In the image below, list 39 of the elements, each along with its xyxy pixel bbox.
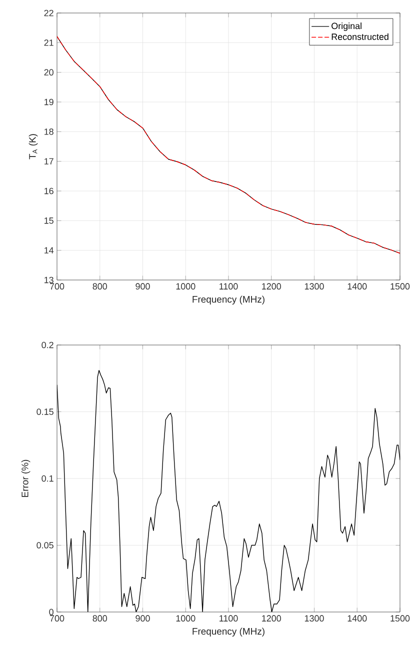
- y-tick-label: 15: [44, 218, 54, 224]
- x-tick-label: 1500: [390, 615, 410, 622]
- x-tick-label: 1500: [390, 283, 410, 290]
- x-tick-label: 900: [136, 283, 150, 290]
- x-axis-title: Frequency (MHz): [192, 296, 264, 305]
- x-axis-title: Frequency (MHz): [192, 628, 264, 637]
- x-tick-label: 700: [50, 283, 64, 290]
- x-tick-label: 1300: [304, 615, 324, 622]
- x-tick-label: 800: [92, 283, 108, 290]
- x-tick-label: 1000: [176, 615, 196, 622]
- x-tick-label: 1200: [262, 283, 281, 290]
- x-tick-label: 1300: [304, 283, 324, 290]
- y-tick-label: 17: [44, 158, 54, 164]
- x-tick-label: 800: [92, 615, 108, 622]
- x-tick-label: 700: [50, 615, 64, 622]
- x-tick-label: 900: [136, 615, 150, 622]
- y-tick-label: 0.1: [42, 475, 54, 482]
- y-tick-label: 18: [44, 128, 54, 135]
- y-tick-label: 22: [44, 10, 54, 16]
- y-tick-label: 0.2: [42, 342, 54, 348]
- x-tick-label: 1400: [348, 283, 367, 290]
- y-tick-label: 21: [44, 40, 54, 46]
- y-tick-label: 16: [44, 188, 54, 194]
- x-tick-label: 1200: [262, 615, 281, 622]
- y-tick-label: 19: [44, 98, 54, 106]
- x-tick-label: 1400: [348, 615, 367, 622]
- legend-label: Original: [332, 22, 362, 31]
- y-axis-title: Error (%): [21, 460, 30, 497]
- y-tick-label: 14: [44, 247, 54, 254]
- y-tick-label: 0.15: [36, 408, 54, 415]
- y-axis-title: T$_{A}$ (K): [28, 134, 38, 160]
- x-tick-label: 1000: [176, 283, 196, 290]
- y-tick-label: 0.05: [36, 542, 54, 548]
- y-tick-label: 0: [49, 608, 54, 616]
- x-tick-label: 1100: [220, 615, 238, 622]
- y-tick-label: 13: [44, 276, 54, 284]
- legend-label: Reconstructed: [332, 33, 388, 40]
- x-tick-label: 1100: [220, 283, 238, 290]
- y-tick-label: 20: [44, 69, 54, 76]
